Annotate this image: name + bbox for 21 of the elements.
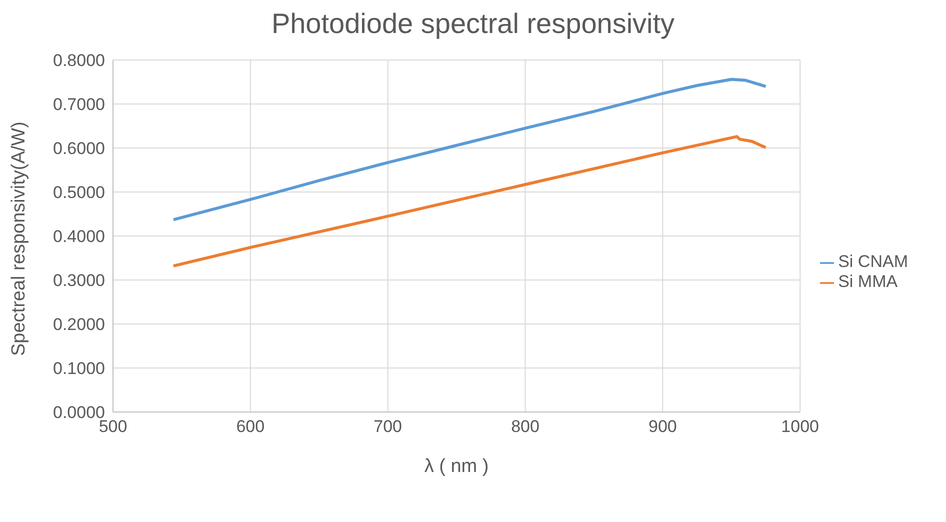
- y-tick-label: 0.2000: [53, 315, 105, 334]
- line-series: [172, 78, 768, 222]
- x-tick-label: 800: [511, 417, 540, 436]
- legend-label: Si CNAM: [838, 252, 908, 271]
- y-tick-label: 0.5000: [53, 183, 105, 202]
- y-tick-label: 0.4000: [53, 227, 105, 246]
- legend-label: Si MMA: [838, 272, 898, 291]
- y-axis-title: Spectreal responsivity(A/W): [8, 122, 30, 356]
- x-tick-label: 500: [98, 417, 128, 436]
- y-tick-label: 0.3000: [53, 271, 105, 290]
- y-tick-label: 0.6000: [53, 139, 105, 158]
- y-tick-label: 0.8000: [53, 51, 105, 70]
- x-tick-label: 700: [374, 417, 402, 436]
- x-tick-label: 1000: [781, 417, 820, 436]
- chart-title: Photodiode spectral responsivity: [270, 8, 676, 41]
- y-tick-label: 0.7000: [53, 95, 105, 114]
- x-tick-label: 600: [236, 417, 265, 436]
- y-tick-label: 0.1000: [53, 359, 105, 378]
- x-tick-label: 900: [648, 417, 677, 436]
- line-series: [172, 135, 768, 268]
- x-axis-title: λ ( nm ): [424, 456, 489, 477]
